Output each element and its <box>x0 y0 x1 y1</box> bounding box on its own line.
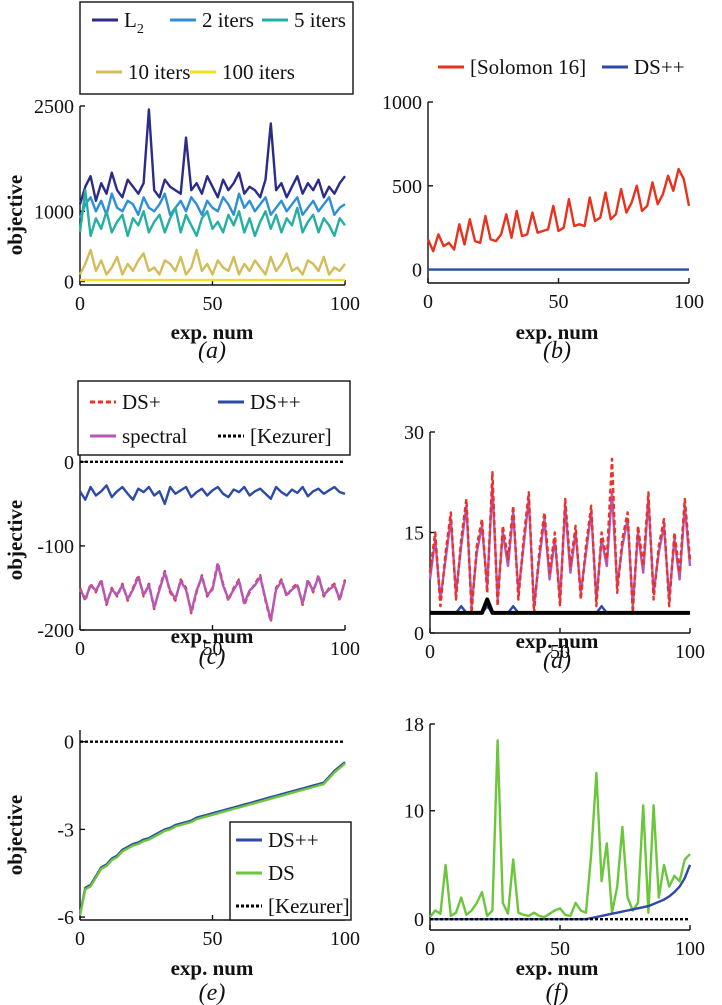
panel-caption: (c) <box>199 644 226 670</box>
y-tick-label: 15 <box>404 523 424 545</box>
x-axis-label: exp. num <box>516 956 599 980</box>
y-tick-label: 1000 <box>382 92 422 114</box>
legend-label: DS++ <box>250 390 301 414</box>
series-line-ds <box>78 761 346 915</box>
x-axis-label: exp. num <box>171 320 254 344</box>
legend-label: 2 iters <box>202 8 254 32</box>
legend-label: spectral <box>122 424 187 448</box>
y-tick-label: -6 <box>57 907 74 929</box>
x-tick-label: 100 <box>330 928 360 950</box>
series-line-solomon-16 <box>426 167 691 253</box>
x-tick-label: 100 <box>330 638 360 660</box>
x-tick-label: 0 <box>425 641 435 663</box>
legend-label: 100 iters <box>222 60 295 84</box>
y-tick-label: 0 <box>64 452 74 474</box>
series-line-ds <box>429 739 691 919</box>
legend-label: 5 iters <box>294 8 346 32</box>
series-line-ds <box>78 484 346 506</box>
legend-label: DS++ <box>634 55 685 79</box>
x-tick-label: 0 <box>75 293 85 315</box>
y-tick-label: 1000 <box>34 201 74 223</box>
y-tick-label: 500 <box>392 176 422 198</box>
chart-d: 0 50 100 0 15 30 exp. num(d) <box>404 422 705 674</box>
legend-label: [Solomon 16] <box>470 55 586 79</box>
legend-label: 10 iters <box>128 60 190 84</box>
legend-label: [Kezurer] <box>250 424 332 448</box>
x-axis-label: exp. num <box>516 320 599 344</box>
x-tick-label: 50 <box>203 638 223 660</box>
panel-caption: (f) <box>546 980 569 1005</box>
x-tick-label: 0 <box>425 938 435 960</box>
series-line-ds <box>78 762 346 916</box>
y-tick-label: 10 <box>404 801 424 823</box>
series-line-spectral <box>78 563 347 622</box>
panel-caption: (a) <box>198 338 226 364</box>
x-tick-label: 100 <box>675 641 705 663</box>
panel-caption: (e) <box>199 980 226 1005</box>
legend-box <box>79 1 354 95</box>
x-tick-label: 50 <box>549 291 569 313</box>
panel-caption: (b) <box>543 338 571 364</box>
y-tick-label: 0 <box>64 732 74 754</box>
x-tick-label: 50 <box>550 641 570 663</box>
y-tick-label: -100 <box>37 536 74 558</box>
x-tick-label: 100 <box>674 291 704 313</box>
x-axis-label: exp. num <box>171 624 254 648</box>
panel-caption: (d) <box>543 648 571 674</box>
series-line-ds <box>428 457 692 615</box>
y-tick-label: 0 <box>414 623 424 645</box>
series-line-10-iters <box>78 248 346 276</box>
series-line-2-iters <box>78 192 346 219</box>
x-tick-label: 50 <box>203 928 223 950</box>
y-tick-label: -200 <box>37 620 74 642</box>
x-tick-label: 100 <box>330 293 360 315</box>
legend-box <box>229 821 352 921</box>
x-tick-label: 100 <box>675 938 705 960</box>
y-tick-label: 2500 <box>34 96 74 118</box>
y-axis-label: objective <box>3 500 27 580</box>
y-tick-label: 18 <box>404 714 424 736</box>
legend-c: DS+ DS++ spectral [Kezurer] <box>77 380 351 456</box>
chart-f: 0 50 100 0 10 18 exp. num(f) <box>404 714 705 1005</box>
x-tick-label: 0 <box>75 638 85 660</box>
series-line-kezurer <box>430 597 690 615</box>
legend-box <box>77 380 351 456</box>
y-tick-label: -3 <box>57 819 74 841</box>
x-tick-label: 50 <box>550 938 570 960</box>
y-tick-label: 0 <box>64 271 74 293</box>
y-axis-label: objective <box>3 175 27 255</box>
y-tick-label: 0 <box>414 909 424 931</box>
y-tick-label: 30 <box>404 422 424 444</box>
x-tick-label: 50 <box>203 293 223 315</box>
x-axis-label: exp. num <box>171 956 254 980</box>
legend-label: [Kezurer] <box>268 894 350 918</box>
legend-b: [Solomon 16] DS++ <box>438 55 685 79</box>
y-tick-label: 0 <box>412 260 422 282</box>
chart-e: 0 50 100 0 -3 -6 exp. num objective (e) <box>3 730 360 1005</box>
x-axis-label: exp. num <box>516 629 599 653</box>
x-tick-label: 0 <box>423 291 433 313</box>
legend-label: DS+ <box>122 390 161 414</box>
x-tick-label: 0 <box>75 928 85 950</box>
legend-e: DS++ DS [Kezurer] <box>229 821 352 921</box>
series-line-5-iters <box>78 188 346 238</box>
y-axis-label: objective <box>3 795 27 875</box>
legend-label: DS++ <box>268 828 319 852</box>
legend-label: DS <box>268 861 295 885</box>
chart-c: 0 50 100 0 -100 -200 exp. num objective (c) <box>3 445 360 670</box>
series-line-l2 <box>78 108 346 205</box>
